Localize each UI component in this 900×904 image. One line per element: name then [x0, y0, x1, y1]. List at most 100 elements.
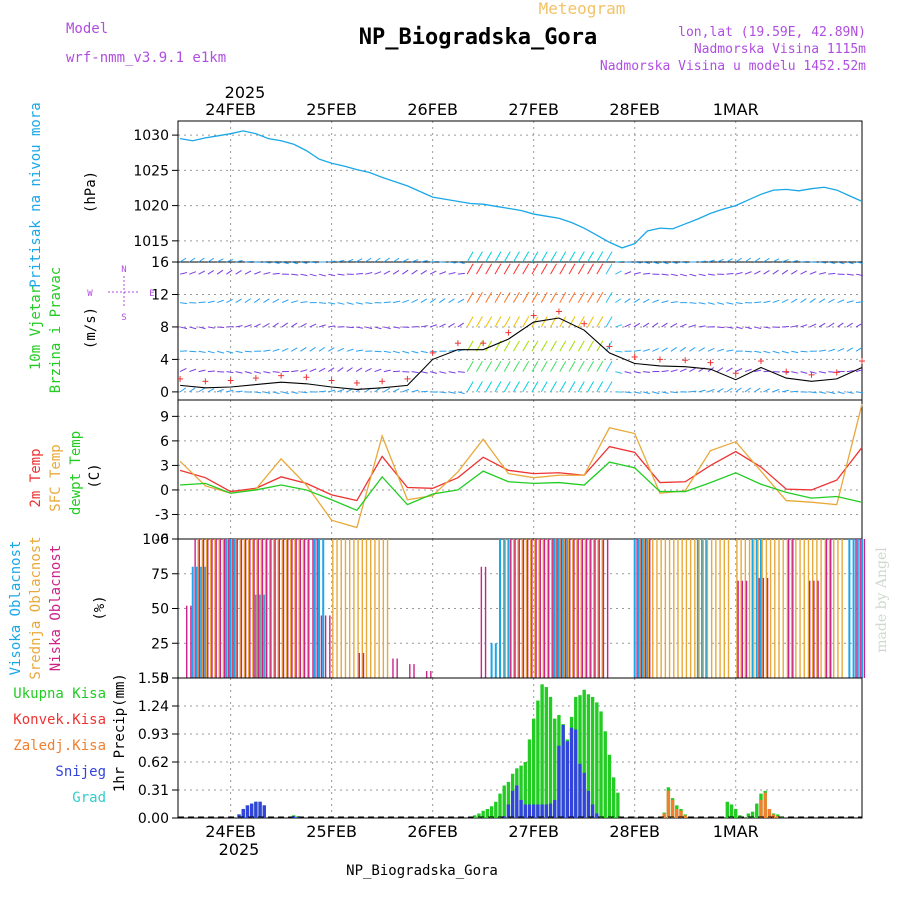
wind-barb	[476, 292, 482, 302]
bottom-date-label: 24FEB	[205, 822, 256, 841]
ytick-label: 0.93	[138, 727, 169, 743]
wind-barb	[819, 323, 825, 327]
wind-barb	[745, 351, 752, 352]
ytick-label: 0	[160, 385, 169, 401]
wind-barb	[819, 372, 826, 373]
total-precip-bar	[612, 777, 615, 818]
wind-barb	[588, 381, 594, 391]
snow-bar	[519, 800, 522, 818]
total-precip-bar	[730, 804, 733, 818]
snow-bar	[528, 804, 531, 818]
snow-bar	[595, 813, 598, 818]
wind-barb	[495, 264, 501, 274]
wind-barb	[412, 351, 419, 353]
wind-barb	[541, 361, 547, 371]
ytick-label: 100	[142, 532, 169, 548]
wind-barb	[699, 348, 705, 352]
wind-barb	[421, 372, 428, 374]
wind-barb	[347, 303, 354, 305]
wind-barb	[754, 351, 761, 352]
wind-barb	[199, 271, 205, 274]
wind-barb	[467, 292, 473, 302]
wind-barb	[634, 350, 641, 351]
wind-barb	[754, 271, 760, 274]
total-precip-bar	[734, 809, 737, 818]
wind-barb	[578, 292, 584, 302]
wind-barb	[828, 273, 835, 274]
wind-barb	[551, 264, 557, 274]
wind-barb	[338, 303, 345, 305]
wind-barb	[199, 302, 206, 303]
ytick-label: 3	[160, 458, 169, 474]
wind-barb	[736, 303, 743, 304]
footer-station: NP_Biogradska_Gora	[346, 863, 498, 879]
ytick-label: 9	[160, 409, 169, 425]
wind-barb	[384, 271, 390, 274]
wind-barb	[356, 327, 363, 328]
wind-barb	[504, 381, 510, 391]
wind-barb	[208, 389, 214, 392]
wind-barb	[226, 351, 233, 353]
wind-barb	[523, 381, 529, 391]
dewpt-label: dewpt Temp	[68, 431, 84, 515]
snow-bar	[549, 804, 552, 818]
compass-w: W	[87, 289, 93, 299]
wind-barb	[245, 271, 251, 274]
wind-barb	[208, 258, 214, 262]
wind-barb	[838, 348, 844, 351]
ytick-label: 1015	[133, 234, 169, 250]
wind-barb	[578, 317, 584, 327]
wind-barb	[588, 361, 594, 371]
wind-barb	[263, 323, 269, 327]
wind-barb	[782, 299, 788, 302]
wind-barb	[393, 270, 399, 274]
wind-barb	[717, 368, 723, 372]
wind-barb	[810, 372, 817, 374]
wind-barb	[736, 388, 742, 392]
total-precip-bar	[591, 697, 594, 818]
wind-barb	[597, 264, 603, 274]
wind-barb	[180, 368, 186, 371]
wind-barb	[338, 368, 344, 372]
wind-barb	[643, 349, 650, 351]
wind-barb	[310, 369, 316, 372]
wind-barb	[625, 272, 632, 275]
wind-barb	[421, 299, 427, 303]
wind-barb	[439, 299, 445, 303]
wind-barb	[662, 348, 668, 351]
wind-barb	[393, 351, 400, 353]
wind-barb	[486, 361, 492, 371]
wind-barb	[273, 349, 280, 351]
wind-barb	[597, 381, 603, 391]
wind-barb	[495, 317, 501, 327]
wind-barb	[773, 300, 780, 302]
wind-barb	[449, 323, 455, 327]
wind-barb	[421, 391, 428, 392]
compass-e: E	[149, 289, 154, 299]
panel-precip: 0.000.310.620.931.241.55	[138, 671, 862, 827]
wind-barb	[569, 252, 575, 262]
snow-bar	[258, 802, 261, 818]
wind-barb	[504, 252, 510, 262]
wind-barb	[226, 270, 232, 274]
ytick-label: 0.62	[138, 755, 169, 771]
wind-barb	[560, 264, 566, 274]
wind-barb	[662, 392, 669, 393]
snow-bar	[246, 805, 249, 818]
wind-barb	[569, 264, 575, 274]
wind-barb	[338, 274, 345, 275]
wind-barb	[393, 258, 399, 262]
wind-barb	[180, 388, 186, 392]
frozen-precip-bar	[675, 809, 678, 818]
frozen-precip-bar	[759, 800, 762, 818]
wind-barb	[300, 370, 307, 372]
wind-barb	[439, 392, 446, 393]
wind-barb	[578, 252, 584, 262]
wind-barb	[495, 361, 501, 371]
wind-barb	[236, 326, 243, 327]
wind-barb	[708, 303, 715, 305]
wind-barb	[486, 317, 492, 327]
snow-bar	[583, 773, 586, 818]
wind-barb	[764, 258, 770, 262]
wind-barb	[504, 317, 510, 327]
